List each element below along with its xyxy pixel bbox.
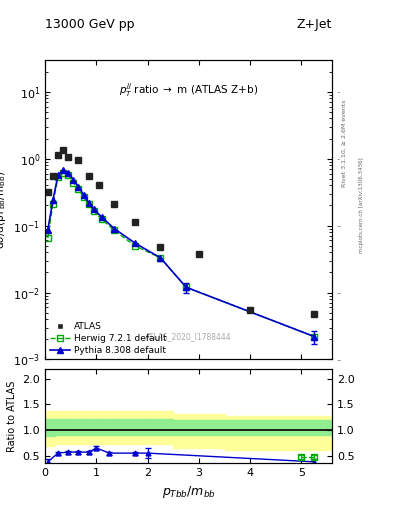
Text: ATLAS_2020_I1788444: ATLAS_2020_I1788444 bbox=[145, 332, 232, 342]
Text: 13000 GeV pp: 13000 GeV pp bbox=[45, 18, 135, 31]
Herwig 7.2.1 default bbox=[81, 194, 86, 200]
X-axis label: $p_{Tbb}/m_{bb}$: $p_{Tbb}/m_{bb}$ bbox=[162, 484, 216, 500]
Pythia 8.308 default bbox=[81, 191, 86, 198]
Y-axis label: d$\sigma$/d(pT$_\mathrm{bb}$/m$_\mathrm{bb}$): d$\sigma$/d(pT$_\mathrm{bb}$/m$_\mathrm{… bbox=[0, 170, 8, 249]
Pythia 8.308 default bbox=[66, 169, 71, 176]
ATLAS bbox=[248, 307, 252, 313]
ATLAS bbox=[312, 311, 316, 317]
Pythia 8.308 default bbox=[86, 200, 91, 206]
Herwig 7.2.1 default bbox=[61, 169, 66, 176]
Herwig 7.2.1 default bbox=[56, 174, 61, 180]
ATLAS bbox=[76, 157, 81, 163]
ATLAS bbox=[46, 189, 50, 195]
Herwig 7.2.1 default bbox=[76, 186, 81, 193]
Text: Rivet 3.1.10, ≥ 2.6M events: Rivet 3.1.10, ≥ 2.6M events bbox=[342, 100, 346, 187]
Line: ATLAS: ATLAS bbox=[44, 146, 318, 317]
Pythia 8.308 default bbox=[76, 184, 81, 190]
ATLAS bbox=[61, 147, 66, 153]
Pythia 8.308 default bbox=[56, 172, 61, 178]
Pythia 8.308 default bbox=[158, 255, 163, 261]
Pythia 8.308 default bbox=[51, 197, 55, 203]
ATLAS bbox=[112, 201, 117, 207]
ATLAS bbox=[56, 152, 61, 158]
Herwig 7.2.1 default bbox=[86, 201, 91, 207]
Herwig 7.2.1 default bbox=[71, 180, 76, 186]
Herwig 7.2.1 default bbox=[112, 227, 117, 233]
ATLAS bbox=[158, 244, 163, 250]
ATLAS bbox=[51, 173, 55, 179]
ATLAS bbox=[196, 251, 201, 257]
Pythia 8.308 default bbox=[46, 227, 50, 233]
Pythia 8.308 default bbox=[132, 240, 137, 246]
Pythia 8.308 default bbox=[184, 284, 188, 290]
Herwig 7.2.1 default bbox=[132, 243, 137, 249]
Herwig 7.2.1 default bbox=[158, 255, 163, 261]
Pythia 8.308 default bbox=[61, 167, 66, 173]
ATLAS bbox=[97, 182, 101, 188]
Pythia 8.308 default bbox=[99, 214, 104, 220]
Herwig 7.2.1 default bbox=[99, 216, 104, 222]
ATLAS bbox=[132, 219, 137, 225]
Pythia 8.308 default bbox=[92, 206, 96, 212]
Pythia 8.308 default bbox=[312, 333, 316, 339]
Text: Z+Jet: Z+Jet bbox=[297, 18, 332, 31]
Herwig 7.2.1 default bbox=[66, 172, 71, 178]
Y-axis label: Ratio to ATLAS: Ratio to ATLAS bbox=[7, 380, 17, 452]
ATLAS bbox=[66, 154, 71, 160]
Pythia 8.308 default bbox=[71, 177, 76, 183]
Text: mcplots.cern.ch [arXiv:1306.3436]: mcplots.cern.ch [arXiv:1306.3436] bbox=[359, 157, 364, 252]
Text: $p_T^{jj}$ ratio $\rightarrow$ m (ATLAS Z+b): $p_T^{jj}$ ratio $\rightarrow$ m (ATLAS … bbox=[119, 81, 258, 99]
Line: Herwig 7.2.1 default: Herwig 7.2.1 default bbox=[45, 170, 317, 339]
Herwig 7.2.1 default bbox=[51, 201, 55, 207]
Herwig 7.2.1 default bbox=[46, 235, 50, 241]
Herwig 7.2.1 default bbox=[184, 284, 188, 290]
Pythia 8.308 default bbox=[112, 226, 117, 232]
ATLAS bbox=[86, 173, 91, 179]
Herwig 7.2.1 default bbox=[312, 333, 316, 339]
Line: Pythia 8.308 default: Pythia 8.308 default bbox=[45, 167, 317, 339]
Legend: ATLAS, Herwig 7.2.1 default, Pythia 8.308 default: ATLAS, Herwig 7.2.1 default, Pythia 8.30… bbox=[50, 323, 167, 355]
Herwig 7.2.1 default bbox=[92, 208, 96, 214]
